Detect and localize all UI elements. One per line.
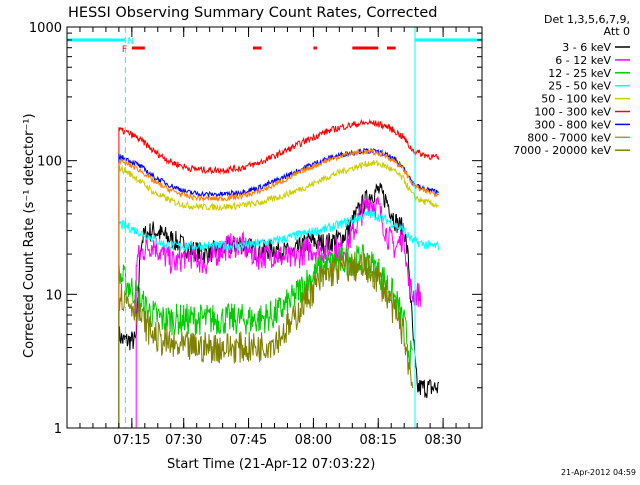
night-label: N bbox=[127, 37, 134, 47]
y-axis-label: Corrected Count Rate (s⁻¹ detector⁻¹) bbox=[22, 113, 37, 358]
series-line bbox=[118, 243, 413, 428]
series-line bbox=[118, 251, 414, 428]
y-tick-label: 10 bbox=[45, 288, 62, 303]
series-line bbox=[118, 209, 440, 428]
legend-label: 12 - 25 keV bbox=[548, 67, 611, 80]
flare-flag-label: F bbox=[122, 45, 127, 55]
legend-label: 800 - 7000 keV bbox=[527, 131, 611, 144]
x-tick-label: 08:30 bbox=[424, 433, 461, 448]
x-tick-label: 07:15 bbox=[113, 433, 150, 448]
x-tick-label: 08:15 bbox=[360, 433, 397, 448]
legend-label: 25 - 50 keV bbox=[548, 80, 611, 93]
x-tick-label: 07:30 bbox=[165, 433, 202, 448]
y-tick-label: 100 bbox=[37, 155, 62, 170]
legend-label: 7000 - 20000 keV bbox=[513, 144, 611, 157]
legend-label: 6 - 12 keV bbox=[555, 54, 611, 67]
legend-label: 3 - 6 keV bbox=[562, 41, 611, 54]
y-tick-label: 1 bbox=[54, 422, 62, 437]
legend-label: 100 - 300 keV bbox=[534, 106, 611, 119]
legend-header: Att 0 bbox=[604, 25, 630, 38]
annotation-layer: NF bbox=[66, 27, 483, 428]
x-tick-label: 07:45 bbox=[230, 433, 267, 448]
x-axis-label: Start Time (21-Apr-12 07:03:22) bbox=[167, 457, 375, 472]
chart-title: HESSI Observing Summary Count Rates, Cor… bbox=[68, 5, 437, 21]
series-line bbox=[135, 195, 422, 428]
series-line bbox=[118, 147, 439, 428]
x-tick-label: 08:00 bbox=[295, 433, 332, 448]
axis-layer: 1 10 100 1000 07:15 07:30 07:45 08:00 08:15 08:30 bbox=[29, 21, 482, 448]
legend-header: Det 1,3,5,6,7,9, bbox=[544, 13, 630, 26]
series-line bbox=[118, 148, 440, 428]
series-layer bbox=[118, 118, 440, 428]
legend-label: 50 - 100 keV bbox=[541, 93, 611, 106]
legend-label: 300 - 800 keV bbox=[534, 118, 611, 131]
footer-timestamp: 21-Apr-2012 04:59 bbox=[561, 468, 636, 477]
series-line bbox=[118, 159, 439, 428]
y-tick-label: 1000 bbox=[29, 21, 62, 36]
series-line bbox=[118, 118, 440, 428]
